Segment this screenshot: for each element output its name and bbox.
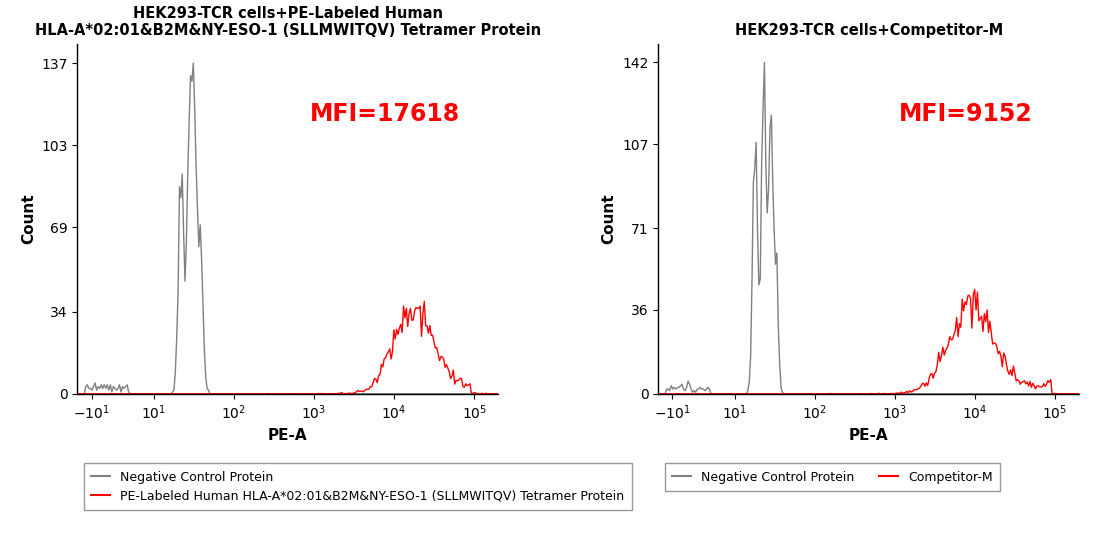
- Y-axis label: Count: Count: [602, 194, 617, 244]
- X-axis label: PE-A: PE-A: [849, 428, 889, 443]
- Legend: Negative Control Protein, Competitor-M: Negative Control Protein, Competitor-M: [664, 463, 1000, 491]
- Title: HEK293-TCR cells+PE-Labeled Human
HLA-A*02:01&B2M&NY-ESO-1 (SLLMWITQV) Tetramer : HEK293-TCR cells+PE-Labeled Human HLA-A*…: [35, 6, 541, 38]
- Title: HEK293-TCR cells+Competitor-M: HEK293-TCR cells+Competitor-M: [735, 24, 1003, 38]
- Legend: Negative Control Protein, PE-Labeled Human HLA-A*02:01&B2M&NY-ESO-1 (SLLMWITQV) : Negative Control Protein, PE-Labeled Hum…: [84, 463, 631, 510]
- Text: MFI=17618: MFI=17618: [309, 102, 460, 126]
- Y-axis label: Count: Count: [21, 194, 36, 244]
- Text: MFI=9152: MFI=9152: [899, 102, 1033, 126]
- X-axis label: PE-A: PE-A: [268, 428, 308, 443]
